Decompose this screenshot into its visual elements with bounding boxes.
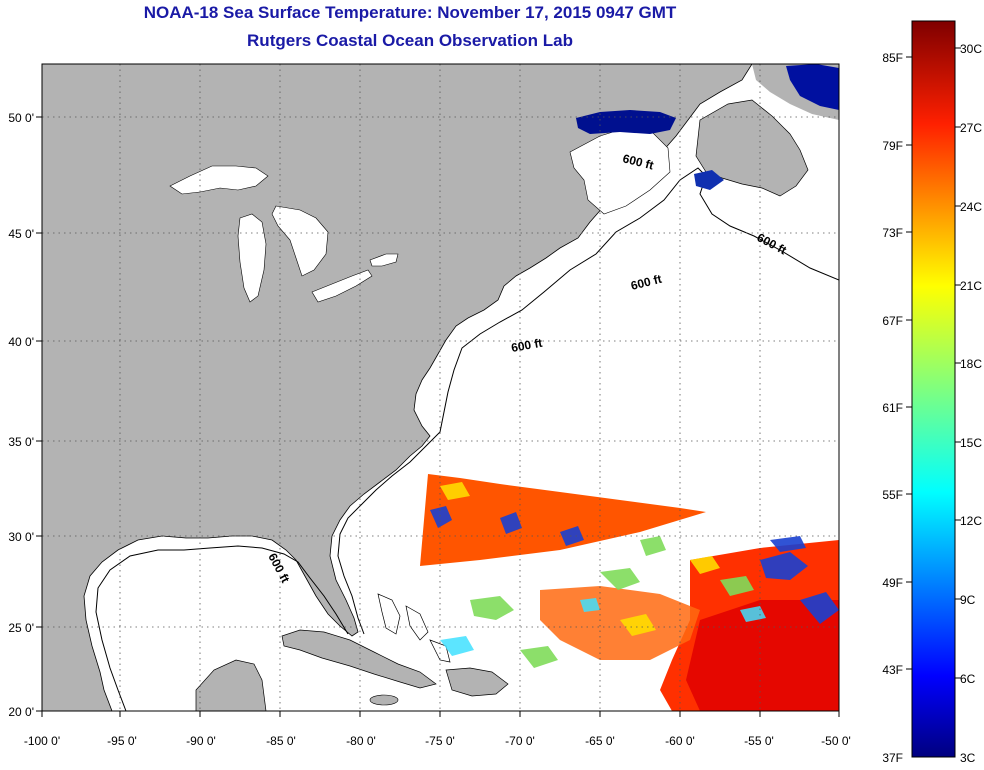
colorbar-c-label: 30C <box>960 42 982 56</box>
sst-swath-north <box>420 474 706 566</box>
jamaica-land <box>369 694 399 706</box>
lat-label: 30 0' <box>8 530 34 544</box>
colorbar-c-label: 3C <box>960 751 976 765</box>
lon-label: -90 0' <box>186 734 216 748</box>
lon-label: -50 0' <box>821 734 851 748</box>
cold-water-newfoundland <box>694 170 724 190</box>
cold-water-labrador <box>576 110 676 134</box>
map-title: NOAA-18 Sea Surface Temperature: Novembe… <box>143 3 677 22</box>
colorbar-f-label: 85F <box>882 51 903 65</box>
lon-label: -100 0' <box>24 734 60 748</box>
lon-label: -55 0' <box>744 734 774 748</box>
sst-swath-mid <box>540 586 700 660</box>
cold-water-north <box>786 64 839 110</box>
colorbar-c-label: 24C <box>960 200 982 214</box>
lat-label: 20 0' <box>8 705 34 719</box>
colorbar-c-label: 9C <box>960 593 976 607</box>
lake-huron <box>271 205 329 277</box>
lat-label: 50 0' <box>8 111 34 125</box>
lon-label: -75 0' <box>425 734 455 748</box>
colorbar-f-label: 79F <box>882 139 903 153</box>
colorbar-f-label: 37F <box>882 751 903 765</box>
lon-label: -95 0' <box>107 734 137 748</box>
colorbar-c-label: 21C <box>960 279 982 293</box>
lake-superior <box>169 165 269 195</box>
lake-michigan <box>237 213 267 303</box>
colorbar <box>911 20 956 758</box>
axis-ticks <box>36 116 840 717</box>
colorbar-f-label: 67F <box>882 314 903 328</box>
lon-label: -60 0' <box>665 734 695 748</box>
colorbar-f-label: 55F <box>882 488 903 502</box>
lon-label: -70 0' <box>505 734 535 748</box>
newfoundland-land <box>695 99 809 197</box>
lake-ontario <box>369 253 399 267</box>
graticule <box>42 64 839 711</box>
lat-label: 45 0' <box>8 227 34 241</box>
north-america-land <box>42 64 753 711</box>
lon-label: -85 0' <box>266 734 296 748</box>
colorbar-c-label: 18C <box>960 357 982 371</box>
depth-contour-gulf <box>95 545 349 711</box>
colorbar-c-label: 12C <box>960 514 982 528</box>
lat-label: 40 0' <box>8 335 34 349</box>
lon-label: -65 0' <box>585 734 615 748</box>
colorbar-c-label: 6C <box>960 672 976 686</box>
colorbar-c-label: 15C <box>960 436 982 450</box>
bahamas-shoals <box>377 593 451 663</box>
colorbar-f-label: 49F <box>882 576 903 590</box>
colorbar-f-label: 61F <box>882 401 903 415</box>
lat-label: 25 0' <box>8 621 34 635</box>
sst-warm-core <box>686 600 839 711</box>
colorbar-ticks <box>906 47 961 679</box>
map-subtitle: Rutgers Coastal Ocean Observation Lab <box>247 31 573 50</box>
colorbar-c-label: 27C <box>960 121 982 135</box>
sst-cyan-patches <box>440 598 766 656</box>
depth-contour-atlantic <box>337 167 839 635</box>
hispaniola-land <box>445 667 509 697</box>
colorbar-f-label: 73F <box>882 226 903 240</box>
lon-label: -80 0' <box>346 734 376 748</box>
contour-label-new-england: 600 ft <box>510 336 543 355</box>
lat-label: 35 0' <box>8 435 34 449</box>
cuba-land <box>281 629 437 689</box>
colorbar-f-label: 43F <box>882 663 903 677</box>
yucatan-land <box>195 659 267 711</box>
lake-erie <box>311 269 373 303</box>
